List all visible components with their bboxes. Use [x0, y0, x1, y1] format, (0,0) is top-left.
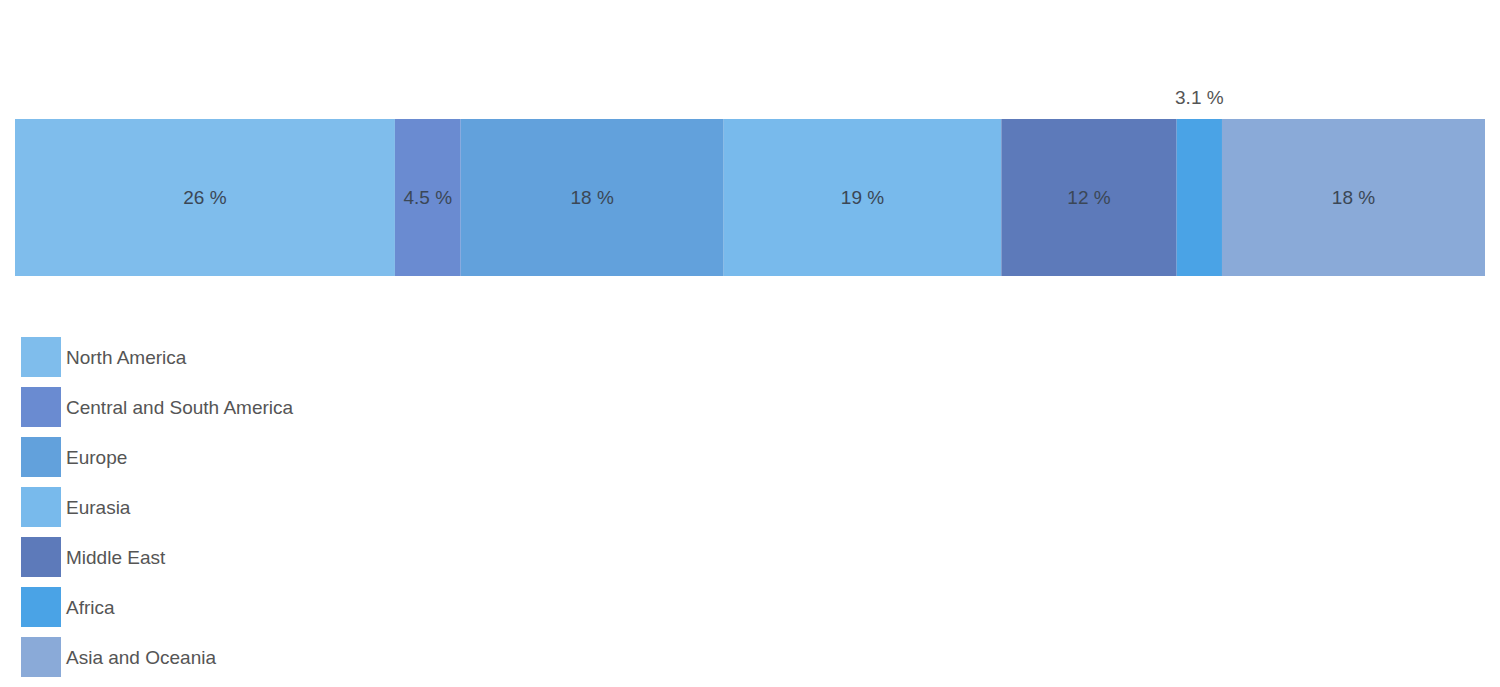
- svg-text:Asia and Oceania: Asia and Oceania: [66, 647, 216, 668]
- svg-text:18 %: 18 %: [1332, 187, 1375, 208]
- svg-text:4.5 %: 4.5 %: [404, 187, 453, 208]
- svg-text:3.1 %: 3.1 %: [1175, 87, 1224, 108]
- svg-text:Africa: Africa: [66, 597, 115, 618]
- svg-text:Europe: Europe: [66, 447, 127, 468]
- svg-text:Middle East: Middle East: [66, 547, 166, 568]
- svg-text:18 %: 18 %: [571, 187, 614, 208]
- svg-text:26 %: 26 %: [183, 187, 226, 208]
- svg-text:North America: North America: [66, 347, 187, 368]
- svg-text:Central and South America: Central and South America: [66, 397, 294, 418]
- svg-text:19 %: 19 %: [841, 187, 884, 208]
- svg-text:12 %: 12 %: [1067, 187, 1110, 208]
- svg-text:Eurasia: Eurasia: [66, 497, 131, 518]
